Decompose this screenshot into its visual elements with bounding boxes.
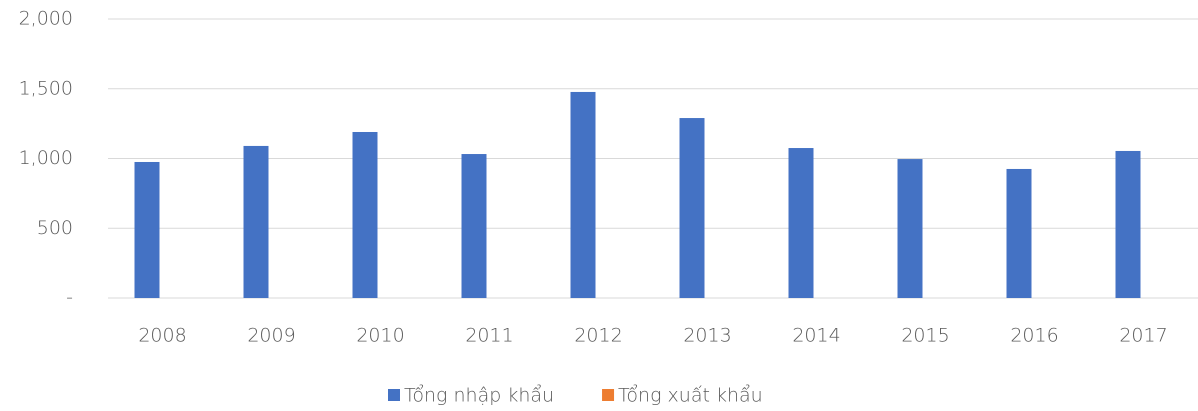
y-tick-label: 1,500 <box>19 77 73 99</box>
y-tick-label: 500 <box>37 217 73 239</box>
x-tick-label: 2013 <box>683 325 731 347</box>
legend-swatch <box>602 389 615 401</box>
legend-label: Tổng xuất khẩu <box>618 384 763 407</box>
x-tick-label: 2017 <box>1119 325 1167 347</box>
x-tick-label: 2014 <box>792 325 840 347</box>
bar <box>897 159 923 298</box>
bar <box>352 131 378 298</box>
bar <box>788 148 814 298</box>
bar <box>679 118 705 298</box>
bar <box>570 91 596 298</box>
bar <box>243 145 269 298</box>
x-tick-label: 2012 <box>574 325 622 347</box>
bar <box>1006 168 1032 298</box>
x-tick-label: 2010 <box>356 325 404 347</box>
bar <box>134 161 160 298</box>
legend-swatch <box>388 389 400 401</box>
legend-label: Tổng nhập khẩu <box>404 384 554 407</box>
bar <box>461 154 487 298</box>
x-tick-label: 2016 <box>1010 325 1058 347</box>
y-tick-label: 1,000 <box>19 147 73 169</box>
x-tick-label: 2015 <box>901 325 949 347</box>
x-tick-label: 2008 <box>138 325 186 347</box>
x-tick-label: 2011 <box>465 325 513 347</box>
x-tick-label: 2009 <box>247 325 295 347</box>
bar <box>1115 150 1141 298</box>
y-tick-label: 2,000 <box>19 8 73 30</box>
y-tick-label: - <box>66 287 73 309</box>
